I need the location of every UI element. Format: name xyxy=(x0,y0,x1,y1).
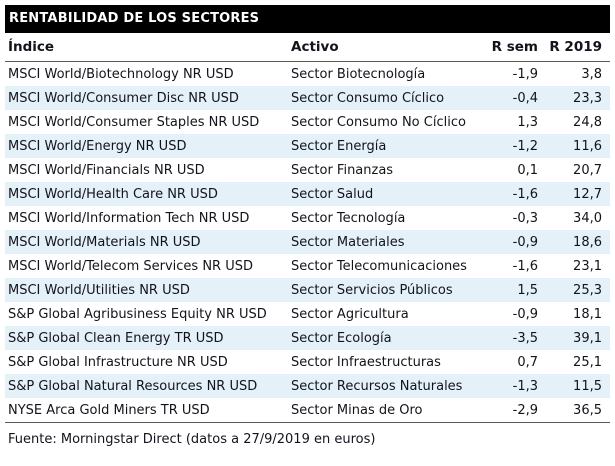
activo-cell: Sector Recursos Naturales xyxy=(291,379,463,394)
table-row: MSCI World/Energy NR USD Sector Energía -1… xyxy=(5,134,610,158)
r-sem-cell: 1,5 xyxy=(517,283,538,298)
r-sem-cell: -1,9 xyxy=(512,67,538,82)
activo-cell: Sector Materiales xyxy=(291,235,405,250)
col-header-indice: Índice xyxy=(5,33,288,62)
r-sem-cell: 0,1 xyxy=(517,163,538,178)
activo-cell: Sector Telecomunicaciones xyxy=(291,259,467,274)
table-row: S&P Global Infrastructure NR USD Sector I… xyxy=(5,350,610,374)
r-sem-cell: -2,9 xyxy=(488,398,542,423)
activo-cell: Sector Salud xyxy=(291,187,374,202)
activo-cell: Sector Tecnología xyxy=(291,211,406,226)
indice-cell: MSCI World/Consumer Staples NR USD xyxy=(8,115,260,130)
table-row: MSCI World/Materials NR USD Sector Materi… xyxy=(5,230,610,254)
r-2019-cell: 25,3 xyxy=(573,283,602,298)
indice-cell: MSCI World/Health Care NR USD xyxy=(8,187,218,202)
r-2019-cell: 20,7 xyxy=(573,163,602,178)
indice-cell: MSCI World/Materials NR USD xyxy=(8,235,201,250)
r-2019-cell: 24,8 xyxy=(573,115,602,130)
r-sem-cell: -1,6 xyxy=(512,259,538,274)
table-header-row: Índice Activo R sem R 2019 xyxy=(5,33,610,62)
table-row: MSCI World/Consumer Staples NR USD Sector… xyxy=(5,110,610,134)
indice-cell: MSCI World/Biotechnology NR USD xyxy=(8,67,234,82)
table-row: MSCI World/Health Care NR USD Sector Salu… xyxy=(5,182,610,206)
activo-cell: Sector Agricultura xyxy=(291,307,409,322)
table-title-bar: RENTABILIDAD DE LOS SECTORES xyxy=(5,5,610,33)
r-sem-cell: 0,7 xyxy=(517,355,538,370)
r-2019-cell: 18,6 xyxy=(573,235,602,250)
r-2019-cell: 11,5 xyxy=(573,379,602,394)
r-sem-cell: -1,6 xyxy=(512,187,538,202)
source-note: Fuente: Morningstar Direct (datos a 27/9… xyxy=(8,432,376,447)
table-row: MSCI World/Biotechnology NR USD Sector Bi… xyxy=(5,62,610,87)
table-row: MSCI World/Information Tech NR USD Sector… xyxy=(5,206,610,230)
indice-cell: NYSE Arca Gold Miners TR USD xyxy=(5,398,288,423)
indice-cell: MSCI World/Information Tech NR USD xyxy=(8,211,250,226)
indice-cell: MSCI World/Financials NR USD xyxy=(8,163,205,178)
col-header-activo: Activo xyxy=(288,33,488,62)
activo-cell: Sector Energía xyxy=(291,139,387,154)
activo-cell: Sector Minas de Oro xyxy=(288,398,488,423)
indice-cell: S&P Global Infrastructure NR USD xyxy=(8,355,228,370)
r-2019-cell: 39,1 xyxy=(573,331,602,346)
table-row: MSCI World/Utilities NR USD Sector Servic… xyxy=(5,278,610,302)
table-row: MSCI World/Consumer Disc NR USD Sector Co… xyxy=(5,86,610,110)
r-2019-cell: 36,5 xyxy=(542,398,610,423)
r-2019-cell: 34,0 xyxy=(573,211,602,226)
activo-cell: Sector Biotecnología xyxy=(291,67,426,82)
activo-cell: Sector Consumo Cíclico xyxy=(291,91,445,106)
activo-cell: Sector Infraestructuras xyxy=(291,355,441,370)
r-2019-cell: 18,1 xyxy=(573,307,602,322)
r-sem-cell: 1,3 xyxy=(517,115,538,130)
activo-cell: Sector Finanzas xyxy=(291,163,394,178)
r-sem-cell: -0,3 xyxy=(512,211,538,226)
r-2019-cell: 3,8 xyxy=(581,67,602,82)
r-2019-cell: 11,6 xyxy=(573,139,602,154)
table-row: NYSE Arca Gold Miners TR USD Sector Minas… xyxy=(5,398,610,423)
table-row: MSCI World/Financials NR USD Sector Finan… xyxy=(5,158,610,182)
indice-cell: MSCI World/Consumer Disc NR USD xyxy=(8,91,239,106)
activo-cell: Sector Servicios Públicos xyxy=(291,283,453,298)
r-sem-cell: -0,9 xyxy=(512,235,538,250)
table-row: S&P Global Clean Energy TR USD Sector Eco… xyxy=(5,326,610,350)
col-header-r-sem: R sem xyxy=(488,33,542,62)
activo-cell: Sector Ecología xyxy=(291,331,392,346)
sectors-table: Índice Activo R sem R 2019 MSCI World/Bi… xyxy=(5,33,610,423)
col-header-r-2019: R 2019 xyxy=(542,33,610,62)
table-row: MSCI World/Telecom Services NR USD Sector… xyxy=(5,254,610,278)
r-sem-cell: -1,2 xyxy=(512,139,538,154)
indice-cell: S&P Global Agribusiness Equity NR USD xyxy=(8,307,267,322)
table-title: RENTABILIDAD DE LOS SECTORES xyxy=(9,11,260,26)
r-sem-cell: -3,5 xyxy=(512,331,538,346)
indice-cell: MSCI World/Energy NR USD xyxy=(8,139,187,154)
activo-cell: Sector Consumo No Cíclico xyxy=(291,115,466,130)
table-row: S&P Global Agribusiness Equity NR USD Sec… xyxy=(5,302,610,326)
table-row: S&P Global Natural Resources NR USD Secto… xyxy=(5,374,610,398)
indice-cell: S&P Global Natural Resources NR USD xyxy=(8,379,258,394)
r-sem-cell: -0,9 xyxy=(512,307,538,322)
sector-returns-report: RENTABILIDAD DE LOS SECTORES Índice Acti… xyxy=(5,5,610,447)
table-body: MSCI World/Biotechnology NR USD Sector Bi… xyxy=(5,62,610,423)
indice-cell: MSCI World/Telecom Services NR USD xyxy=(8,259,254,274)
r-2019-cell: 25,1 xyxy=(573,355,602,370)
indice-cell: MSCI World/Utilities NR USD xyxy=(8,283,190,298)
r-2019-cell: 12,7 xyxy=(573,187,602,202)
r-sem-cell: -0,4 xyxy=(512,91,538,106)
r-2019-cell: 23,1 xyxy=(573,259,602,274)
indice-cell: S&P Global Clean Energy TR USD xyxy=(8,331,224,346)
r-2019-cell: 23,3 xyxy=(573,91,602,106)
r-sem-cell: -1,3 xyxy=(512,379,538,394)
